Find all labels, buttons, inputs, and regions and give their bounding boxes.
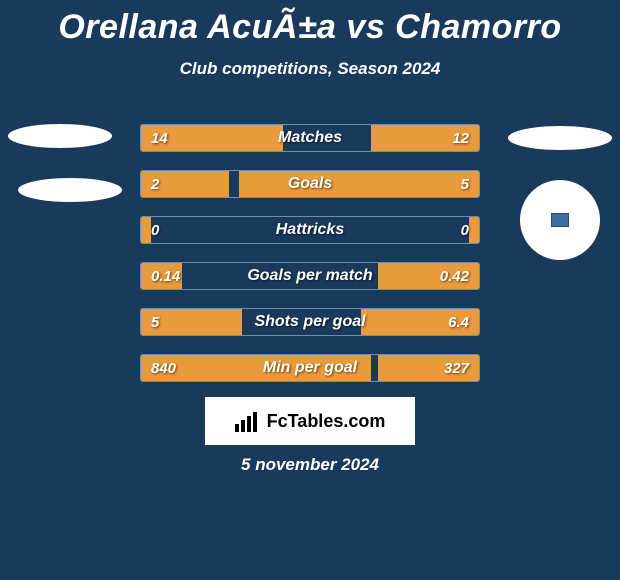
stat-row: 56.4Shots per goal: [140, 308, 480, 336]
stat-label: Hattricks: [141, 217, 479, 243]
page-title: Orellana AcuÃ±a vs Chamorro: [0, 0, 620, 47]
date-text: 5 november 2024: [0, 455, 620, 475]
player-left-avatar-1: [8, 124, 112, 148]
stat-row: 00Hattricks: [140, 216, 480, 244]
stat-row: 840327Min per goal: [140, 354, 480, 382]
stat-row: 0.140.42Goals per match: [140, 262, 480, 290]
stat-row: 1412Matches: [140, 124, 480, 152]
stat-label: Shots per goal: [141, 309, 479, 335]
stat-label: Goals: [141, 171, 479, 197]
subtitle: Club competitions, Season 2024: [0, 59, 620, 79]
comparison-bars: 1412Matches 25Goals 00Hattricks 0.140.42Goa…: [140, 124, 480, 400]
logo-text: FcTables.com: [267, 411, 386, 432]
stat-label: Goals per match: [141, 263, 479, 289]
stat-label: Min per goal: [141, 355, 479, 381]
player-right-avatar-2: [520, 180, 600, 260]
stat-label: Matches: [141, 125, 479, 151]
fctables-logo: FcTables.com: [205, 397, 415, 445]
stat-row: 25Goals: [140, 170, 480, 198]
bar-chart-icon: [235, 410, 261, 432]
team-badge-icon: [551, 213, 569, 227]
player-left-avatar-2: [18, 178, 122, 202]
player-right-avatar-1: [508, 126, 612, 150]
